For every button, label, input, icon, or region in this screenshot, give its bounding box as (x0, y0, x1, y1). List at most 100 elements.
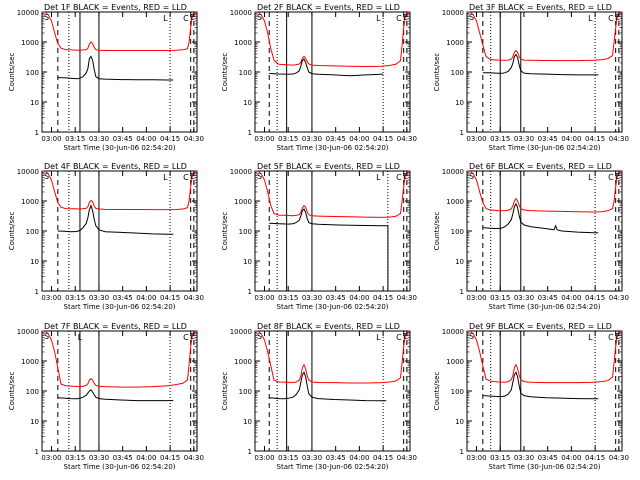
x-tick-label: 03:45 (113, 294, 133, 302)
start-marker: S (44, 172, 49, 181)
y-tick-label: 10 (30, 99, 39, 107)
x-tick-label: 03:30 (514, 294, 534, 302)
x-tick-label: 03:15 (65, 294, 85, 302)
events-series-line (482, 202, 599, 234)
x-axis-title: Start Time (30-Jun-06 02:54:20) (277, 144, 389, 152)
y-axis-title: Counts/sec (8, 372, 16, 411)
annotation-marker: C (396, 14, 402, 23)
start-marker: S (469, 332, 474, 341)
annotation-marker: L (588, 14, 593, 23)
y-tick-label: 100 (26, 228, 39, 236)
y-tick-label: 1000 (446, 358, 464, 366)
x-tick-label: 04:15 (373, 135, 393, 143)
x-tick-label: 04:15 (373, 454, 393, 462)
end-marker: E (403, 332, 408, 341)
x-axis-title: Start Time (30-Jun-06 02:54:20) (64, 144, 176, 152)
annotation-marker: C (183, 333, 189, 342)
events-series-line (482, 371, 599, 400)
end-marker: E (190, 172, 195, 181)
x-tick-label: 03:00 (466, 454, 486, 462)
y-tick-label: 10 (243, 258, 252, 266)
lld-series-line (254, 170, 411, 218)
x-tick-label: 03:15 (490, 294, 510, 302)
y-tick-label: 1 (460, 448, 464, 456)
x-tick-label: 04:30 (184, 454, 204, 462)
annotation-marker: C (608, 173, 614, 182)
x-axis-title: Start Time (30-Jun-06 02:54:20) (489, 144, 601, 152)
y-tick-label: 10000 (17, 328, 39, 336)
x-tick-label: 03:15 (65, 454, 85, 462)
y-tick-label: 10 (455, 258, 464, 266)
panel-title: Det 5F BLACK = Events, RED = LLD (257, 162, 400, 171)
x-tick-label: 04:00 (349, 294, 369, 302)
y-axis-title: Counts/sec (221, 372, 229, 411)
x-tick-label: 04:15 (160, 135, 180, 143)
x-tick-label: 03:45 (326, 294, 346, 302)
y-tick-label: 10000 (230, 328, 252, 336)
x-tick-label: 03:45 (538, 454, 558, 462)
x-tick-label: 03:45 (113, 135, 133, 143)
x-tick-label: 04:00 (349, 135, 369, 143)
y-tick-label: 10000 (442, 9, 464, 17)
x-tick-label: 04:30 (184, 294, 204, 302)
x-tick-label: 04:00 (561, 294, 581, 302)
x-tick-label: 03:45 (113, 454, 133, 462)
x-axis-title: Start Time (30-Jun-06 02:54:20) (64, 303, 176, 311)
y-tick-label: 100 (239, 69, 252, 77)
y-tick-label: 100 (239, 388, 252, 396)
lld-series-line (466, 170, 623, 213)
events-series-line (57, 55, 174, 81)
annotation-marker: L (78, 333, 83, 342)
y-tick-label: 10 (243, 418, 252, 426)
lld-series-line (41, 330, 198, 388)
y-tick-label: 10 (455, 418, 464, 426)
y-tick-label: 1000 (446, 198, 464, 206)
y-tick-label: 10 (455, 99, 464, 107)
x-tick-label: 03:00 (466, 294, 486, 302)
y-tick-label: 100 (239, 228, 252, 236)
y-tick-label: 10000 (230, 9, 252, 17)
x-tick-label: 04:15 (160, 454, 180, 462)
end-marker: E (190, 332, 195, 341)
start-marker: S (257, 172, 262, 181)
y-tick-label: 100 (451, 228, 464, 236)
x-tick-label: 04:30 (184, 135, 204, 143)
y-axis-title: Counts/sec (8, 53, 16, 92)
y-tick-label: 1000 (21, 358, 39, 366)
x-tick-label: 03:30 (302, 294, 322, 302)
annotation-marker: C (396, 333, 402, 342)
end-marker: E (403, 172, 408, 181)
y-axis-title: Counts/sec (8, 212, 16, 251)
annotation-marker: C (183, 173, 189, 182)
x-tick-label: 03:45 (538, 135, 558, 143)
x-tick-label: 04:15 (585, 135, 605, 143)
x-tick-label: 03:30 (89, 135, 109, 143)
lld-series-line (466, 330, 623, 384)
y-axis-title: Counts/sec (433, 53, 441, 92)
x-axis-title: Start Time (30-Jun-06 02:54:20) (277, 303, 389, 311)
x-tick-label: 03:15 (278, 454, 298, 462)
annotation-marker: L (376, 333, 381, 342)
y-tick-label: 100 (451, 388, 464, 396)
start-marker: S (257, 332, 262, 341)
x-tick-label: 04:30 (397, 135, 417, 143)
y-tick-label: 1000 (21, 198, 39, 206)
y-tick-label: 10000 (17, 168, 39, 176)
panel-title: Det 7F BLACK = Events, RED = LLD (44, 322, 187, 331)
x-axis-title: Start Time (30-Jun-06 02:54:20) (489, 463, 601, 471)
end-marker: E (403, 13, 408, 22)
y-tick-label: 1 (248, 448, 252, 456)
plot-frame (41, 11, 198, 133)
x-tick-label: 04:00 (136, 454, 156, 462)
x-tick-label: 03:00 (254, 135, 274, 143)
x-tick-label: 03:30 (89, 454, 109, 462)
annotation-marker: L (588, 173, 593, 182)
start-marker: S (469, 13, 474, 22)
x-tick-label: 04:15 (373, 294, 393, 302)
y-tick-label: 1 (460, 129, 464, 137)
x-tick-label: 04:30 (397, 454, 417, 462)
end-marker: E (615, 13, 620, 22)
x-tick-label: 03:15 (278, 294, 298, 302)
plot-frame (41, 330, 198, 452)
x-tick-label: 04:30 (609, 294, 629, 302)
